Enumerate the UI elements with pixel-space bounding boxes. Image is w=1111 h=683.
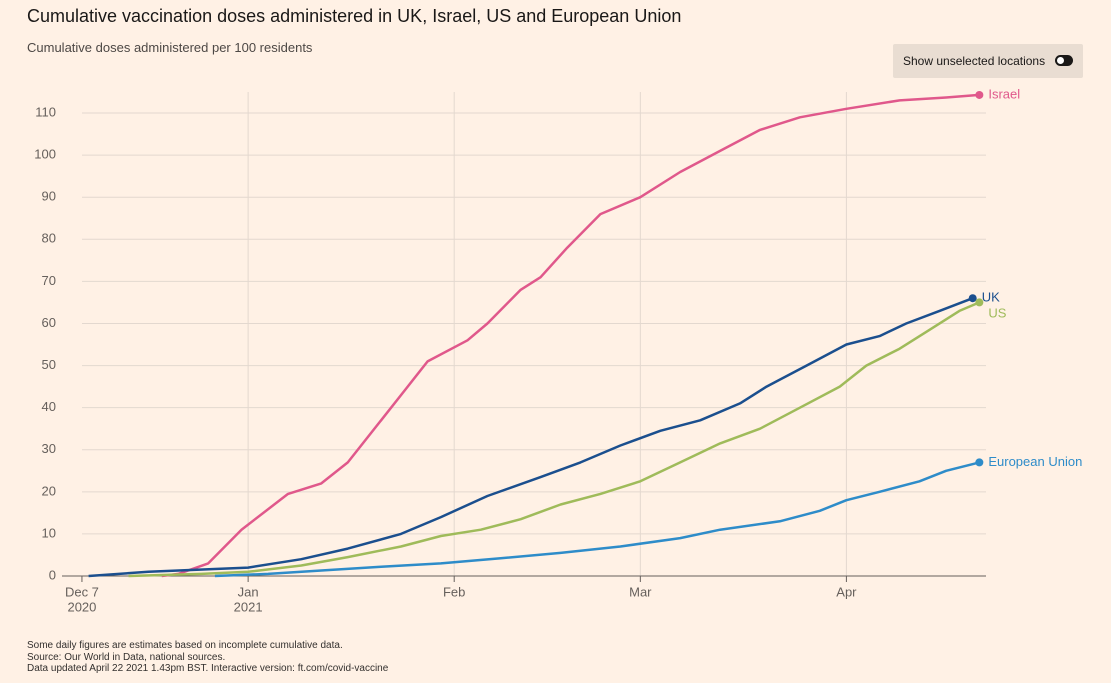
x-tick-label: Feb: [443, 584, 465, 599]
y-tick-label: 110: [35, 104, 56, 119]
toggle-switch[interactable]: [1055, 55, 1073, 66]
series-line: [161, 93, 980, 578]
chart-title: Cumulative vaccination doses administere…: [27, 6, 682, 26]
note: Some daily figures are estimates based o…: [27, 640, 343, 651]
series-label: US: [988, 306, 1006, 321]
y-tick-label: 70: [42, 273, 56, 288]
y-tick-label: 80: [42, 231, 56, 246]
series-line: [128, 301, 980, 578]
y-tick-label: 40: [42, 399, 56, 414]
x-tick-label: Mar: [629, 584, 652, 599]
y-tick-label: 100: [34, 147, 56, 162]
note: Source: Our World in Data, national sour…: [27, 651, 226, 663]
series-line: [88, 297, 974, 578]
y-tick-label: 20: [42, 483, 56, 498]
series-label: European Union: [988, 454, 1082, 469]
series-label: UK: [982, 290, 1000, 305]
y-tick-label: 60: [42, 315, 56, 330]
y-tick-label: 90: [42, 189, 56, 204]
series-line: [214, 461, 980, 578]
y-tick-label: 10: [42, 525, 56, 540]
x-tick-sublabel: 2021: [234, 599, 263, 614]
y-tick-label: 0: [49, 567, 56, 582]
x-tick-sublabel: 2020: [67, 599, 96, 614]
x-tick-label: Apr: [836, 584, 857, 599]
toggle-label: Show unselected locations: [903, 54, 1046, 68]
end-point: [975, 298, 984, 307]
y-tick-label: 50: [42, 357, 56, 372]
x-tick-label: Jan: [238, 584, 259, 599]
end-point: [975, 458, 984, 467]
toggle-button[interactable]: Show unselected locations: [893, 44, 1083, 78]
end-point: [975, 90, 984, 99]
x-tick-label: Dec 7: [65, 584, 99, 599]
y-tick-label: 30: [42, 441, 56, 456]
notes: Some daily figures are estimates based o…: [27, 640, 388, 675]
note: Data updated April 22 2021 1.43pm BST. I…: [27, 663, 389, 674]
series-label: Israel: [988, 86, 1020, 101]
chart-subtitle: Cumulative doses administered per 100 re…: [27, 40, 313, 55]
end-point: [968, 294, 977, 303]
